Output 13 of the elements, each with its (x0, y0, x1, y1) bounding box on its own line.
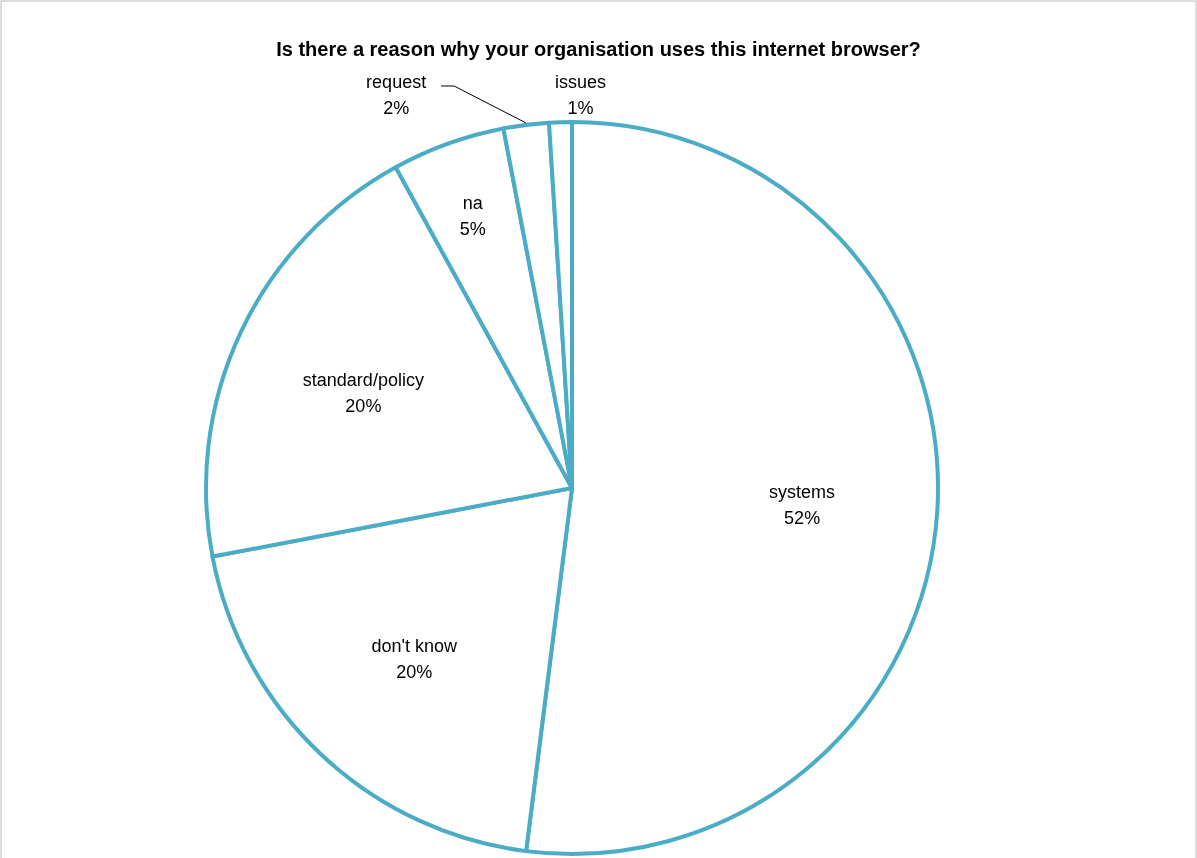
data-label: 5% (459, 218, 486, 239)
chart-title: Is there a reason why your organisation uses this internet browser? (276, 38, 921, 60)
slice-label: na (462, 192, 484, 213)
data-label: 20% (396, 662, 433, 683)
data-label: 1% (567, 98, 594, 118)
slice-label: standard/policy (302, 369, 424, 390)
data-label: 20% (345, 395, 382, 416)
slice-label: issues (554, 72, 607, 92)
slice-label: request (366, 72, 427, 92)
data-label: 2% (383, 98, 410, 118)
slice-label: don't know (371, 636, 458, 657)
slice-label: systems (769, 482, 836, 503)
data-label: 52% (784, 508, 821, 529)
